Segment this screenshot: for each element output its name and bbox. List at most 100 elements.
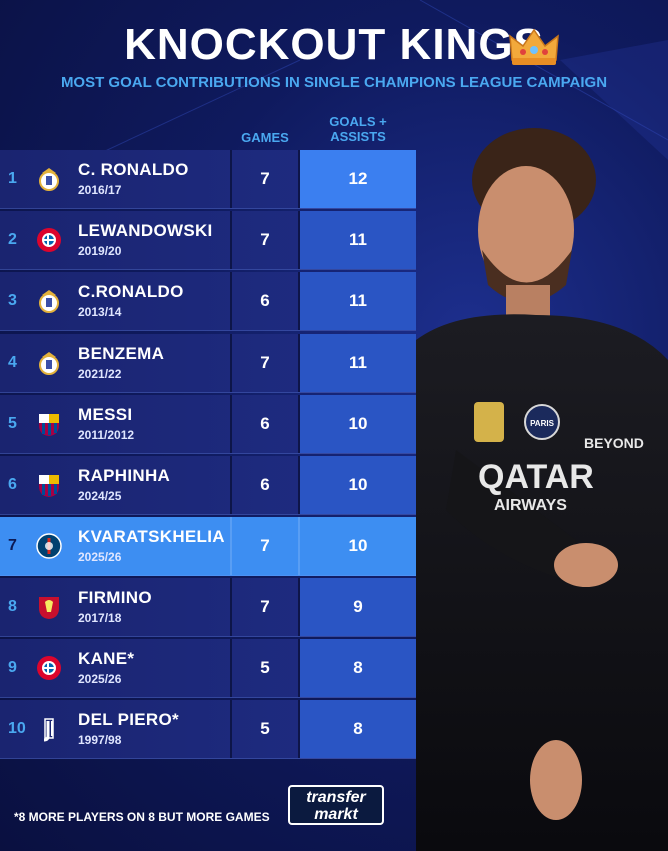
- real-madrid-logo-icon: [39, 352, 59, 375]
- transfermarkt-logo: transfer markt: [288, 785, 384, 825]
- games-value: 5: [260, 719, 270, 738]
- player-name: LEWANDOWSKI: [78, 221, 213, 240]
- goals-assists-value: 8: [300, 700, 416, 758]
- column-separator: [298, 150, 300, 208]
- games-value: 7: [260, 353, 270, 372]
- games-value: 5: [260, 658, 270, 677]
- column-separator: [230, 578, 232, 636]
- column-separator: [230, 334, 232, 392]
- real-madrid-logo-icon: [39, 290, 59, 313]
- page-subtitle: MOST GOAL CONTRIBUTIONS IN SINGLE CHAMPI…: [60, 74, 608, 91]
- shirt-sponsor-text: QATAR: [478, 458, 594, 496]
- column-separator: [298, 334, 300, 392]
- column-separator: [230, 272, 232, 330]
- season: 2016/17: [78, 183, 122, 197]
- season: 2011/2012: [78, 428, 135, 442]
- table-row: 10 DEL PIERO* 1997/98 5 8: [0, 700, 416, 759]
- player-name: DEL PIERO*: [78, 710, 179, 729]
- shirt-sponsor-subtext: AIRWAYS: [494, 497, 567, 514]
- psg-logo-icon: [36, 533, 62, 559]
- season: 2021/22: [78, 367, 122, 381]
- goals-assists-value: 11: [300, 272, 416, 330]
- games-value: 7: [260, 597, 270, 616]
- games-value: 7: [260, 536, 270, 555]
- page-title: KNOCKOUT KINGS: [124, 20, 544, 69]
- player-name: RAPHINHA: [78, 466, 171, 485]
- rank: 9: [8, 659, 17, 676]
- games-value: 6: [260, 291, 270, 310]
- column-separator: [298, 395, 300, 453]
- column-separator: [230, 395, 232, 453]
- player-name: C.RONALDO: [78, 282, 184, 301]
- goals-assists-value: 11: [300, 334, 416, 392]
- real-madrid-logo-icon: [39, 168, 59, 191]
- column-separator: [230, 517, 232, 575]
- season: 1997/98: [78, 733, 122, 747]
- brand-line2: markt: [314, 806, 358, 823]
- column-separator: [298, 578, 300, 636]
- goals-assists-value: 8: [300, 639, 416, 697]
- goals-assists-value: 9: [300, 578, 416, 636]
- rank: 7: [8, 537, 17, 554]
- juventus-logo-icon: [43, 718, 54, 742]
- column-separator: [298, 272, 300, 330]
- table-row: 7 KVARATSKHELIA 2025/26 7 10: [0, 517, 416, 576]
- table-row: 9 KANE* 2025/26 5 8: [0, 639, 416, 698]
- rank: 10: [8, 720, 26, 737]
- table-row: 8 FIRMINO 2017/18 7 9: [0, 578, 416, 637]
- season: 2019/20: [78, 244, 122, 258]
- player-name: FIRMINO: [78, 588, 152, 607]
- rank: 5: [8, 415, 17, 432]
- rank: 2: [8, 231, 17, 248]
- rank: 3: [8, 292, 17, 309]
- goals-assists-header-line2: ASSISTS: [330, 129, 386, 144]
- rank: 8: [8, 598, 17, 615]
- footnote: *8 MORE PLAYERS ON 8 BUT MORE GAMES: [14, 810, 270, 824]
- rank: 4: [8, 354, 17, 371]
- rank: 1: [8, 170, 17, 187]
- column-separator: [230, 639, 232, 697]
- table-row: 4 BENZEMA 2021/22 7 11: [0, 334, 416, 393]
- bayern-logo-icon: [37, 656, 61, 680]
- season: 2025/26: [78, 550, 122, 564]
- player-name: KANE*: [78, 649, 135, 668]
- player-name: KVARATSKHELIA: [78, 527, 225, 546]
- column-separator: [230, 150, 232, 208]
- player-photo: PARIS QATAR AIRWAYS BEYOND: [416, 128, 668, 851]
- table-row: 2 LEWANDOWSKI 2019/20 7 11: [0, 211, 416, 270]
- games-value: 7: [260, 230, 270, 249]
- liverpool-logo-icon: [39, 597, 59, 619]
- shirt-badge-text: PARIS: [530, 419, 555, 428]
- brand-line1: transfer: [306, 789, 366, 806]
- goals-assists-value: 10: [300, 456, 416, 514]
- sleeve-sponsor-text: BEYOND: [584, 435, 644, 451]
- player-name: BENZEMA: [78, 344, 165, 363]
- column-separator: [230, 211, 232, 269]
- goals-assists-value: 10: [300, 395, 416, 453]
- season: 2017/18: [78, 611, 122, 625]
- barcelona-logo-icon: [39, 414, 59, 436]
- column-separator: [230, 456, 232, 514]
- games-column-header: GAMES: [241, 130, 289, 145]
- games-value: 6: [260, 414, 270, 433]
- table-row: 5 MESSI 2011/2012 6 10: [0, 395, 416, 454]
- crown-icon: [509, 28, 559, 65]
- season: 2025/26: [78, 672, 122, 686]
- table-row: 1 C. RONALDO 2016/17 7 12: [0, 150, 416, 209]
- player-name: MESSI: [78, 405, 133, 424]
- season: 2024/25: [78, 489, 122, 503]
- table-row: 3 C.RONALDO 2013/14 6 11: [0, 272, 416, 331]
- column-separator: [230, 700, 232, 758]
- goals-assists-column-header: GOALS + ASSISTS: [300, 114, 416, 144]
- bayern-logo-icon: [37, 228, 61, 252]
- column-separator: [298, 639, 300, 697]
- goals-assists-header-line1: GOALS +: [329, 114, 387, 129]
- column-separator: [298, 211, 300, 269]
- column-separator: [298, 456, 300, 514]
- games-value: 7: [260, 169, 270, 188]
- season: 2013/14: [78, 305, 122, 319]
- barcelona-logo-icon: [39, 475, 59, 497]
- goals-assists-value: 12: [300, 150, 416, 208]
- rank: 6: [8, 476, 17, 493]
- goals-assists-value: 11: [300, 211, 416, 269]
